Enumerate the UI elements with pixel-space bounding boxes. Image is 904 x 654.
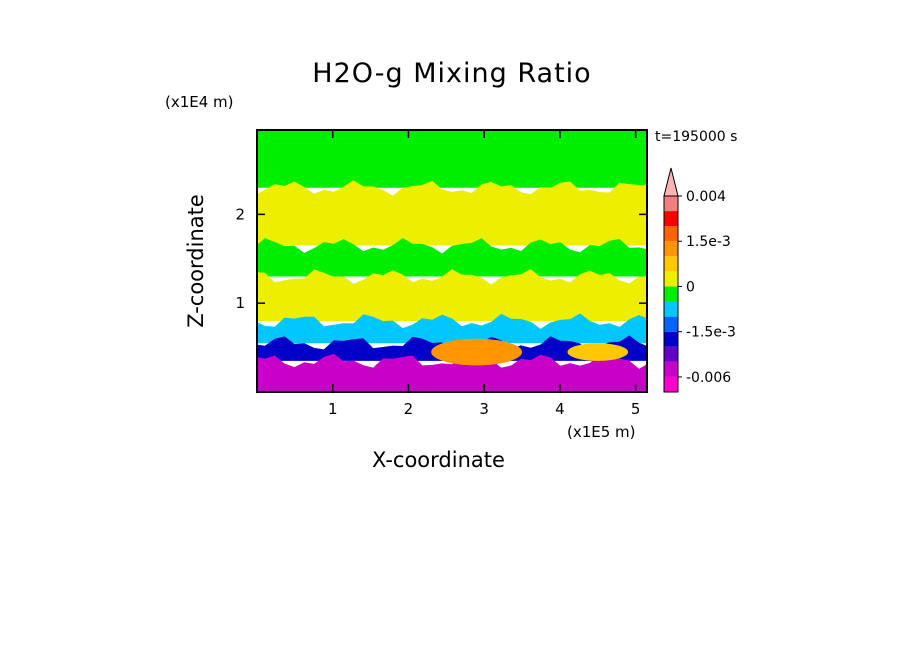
x-tick-label: 2 (404, 400, 414, 418)
y-tick-label: 2 (235, 205, 245, 223)
contour-field (257, 130, 647, 392)
contour-layer (257, 269, 647, 321)
contour-feature (567, 343, 629, 361)
contour-layer (257, 381, 647, 392)
contour-layer (257, 180, 647, 246)
y-tick-label: 1 (235, 294, 245, 312)
colorbar-cell (664, 331, 678, 347)
colorbar-cell (664, 361, 678, 377)
colorbar-cell (664, 196, 678, 212)
colorbar-cell (664, 376, 678, 392)
colorbar-cell (664, 316, 678, 332)
colorbar-tick-label: -0.006 (686, 370, 731, 386)
colorbar-arrow (663, 167, 679, 197)
colorbar: 0.004 1.5e-3 0 -1.5e-3 -0.006 (663, 167, 736, 393)
x-tick-label: 5 (631, 400, 641, 418)
colorbar-tick-label: 1.5e-3 (686, 234, 731, 250)
x-axis-scale-label: (x1E5 m) (567, 423, 636, 441)
contour-feature (431, 338, 523, 366)
contour-layer (257, 130, 647, 188)
plot-frame (256, 129, 648, 393)
contour-layer (257, 238, 647, 277)
colorbar-cell (664, 256, 678, 272)
z-axis-scale-label: (x1E4 m) (165, 93, 234, 111)
x-tick-label: 4 (555, 400, 565, 418)
x-tick-label: 1 (328, 400, 338, 418)
colorbar-tick-label: 0.004 (686, 189, 726, 205)
colorbar-cell (664, 346, 678, 362)
x-axis-label: X-coordinate (372, 448, 505, 472)
chart-title: H2O-g Mixing Ratio (312, 58, 592, 89)
colorbar-cell (664, 271, 678, 287)
colorbar-tick-label: 0 (686, 279, 695, 295)
colorbar-frame (663, 195, 679, 393)
x-tick-label: 3 (479, 400, 489, 418)
colorbar-cell (664, 286, 678, 302)
y-axis: 12 (235, 205, 647, 312)
colorbar-cell (664, 241, 678, 257)
x-axis: 1 2 3 4 5 (328, 130, 640, 418)
colorbar-cell (664, 211, 678, 227)
colorbar-tick-label: -1.5e-3 (686, 325, 736, 341)
colorbar-cell (664, 226, 678, 242)
time-label: t=195000 s (655, 129, 738, 145)
contour-layer (257, 335, 647, 361)
colorbar-cell (664, 301, 678, 317)
contour-layer (257, 313, 647, 344)
